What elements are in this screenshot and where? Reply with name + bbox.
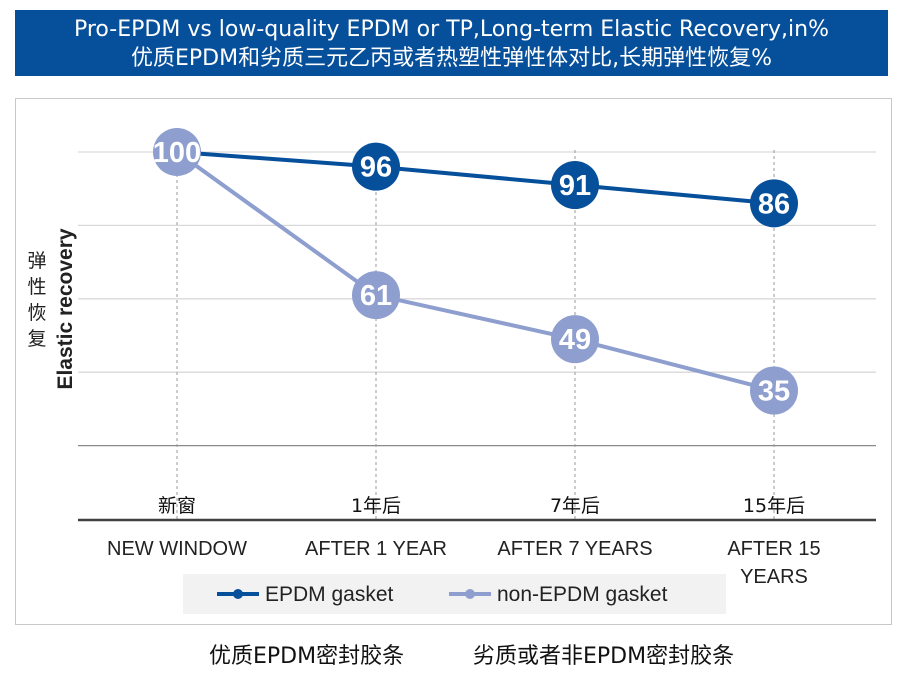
x-tick-label-cn: 新窗 xyxy=(158,495,196,517)
legend: EPDM gasket non-EPDM gasket xyxy=(183,574,726,614)
data-point-marker xyxy=(551,161,599,210)
bottom-caption: 优质EPDM密封胶条 劣质或者非EPDM密封胶条 xyxy=(0,638,899,669)
series-line xyxy=(176,150,775,206)
caption-pro-epdm: 优质EPDM密封胶条 xyxy=(209,644,405,669)
x-tick-label-line: AFTER 1 YEAR xyxy=(305,538,447,560)
series-layer xyxy=(153,128,798,415)
chart-title-banner: Pro-EPDM vs low-quality EPDM or TP,Long-… xyxy=(15,10,888,76)
x-tick-label-cn: 7年后 xyxy=(550,495,600,517)
data-label: 49 xyxy=(559,324,591,356)
x-tick-label: AFTER 15 YEARS xyxy=(727,538,820,588)
y-axis-label-cn-char: 复 xyxy=(27,328,46,350)
x-tick-label-line: NEW WINDOW xyxy=(107,538,247,560)
data-label: 96 xyxy=(360,152,392,184)
legend-label: non-EPDM gasket xyxy=(497,583,668,606)
data-point-marker xyxy=(551,315,599,364)
series-line xyxy=(175,150,775,393)
x-tick-label-line: AFTER 15 xyxy=(727,538,820,560)
x-tick-label-cn: 1年后 xyxy=(351,495,401,517)
x-tick-label: AFTER 7 YEARS xyxy=(497,538,652,560)
data-point-marker xyxy=(352,142,400,191)
data-point-marker xyxy=(352,271,400,320)
data-point-marker xyxy=(750,366,798,415)
data-label: 91 xyxy=(559,170,591,202)
data-point-marker xyxy=(153,128,201,176)
data-label: 100 xyxy=(153,137,201,169)
data-label: 35 xyxy=(758,376,790,408)
x-tick-label-cn: 15年后 xyxy=(743,495,805,517)
data-label: 61 xyxy=(360,280,392,312)
y-axis-label: Elastic recovery xyxy=(54,228,77,389)
legend-swatch-marker xyxy=(233,589,243,599)
legend-swatch-marker xyxy=(465,589,475,599)
label-layer: 100 61 49 35 96 91 86 xyxy=(153,137,790,408)
caption-non-epdm: 劣质或者非EPDM密封胶条 xyxy=(473,644,735,669)
legend-label: EPDM gasket xyxy=(265,583,394,606)
x-tick-label: NEW WINDOW xyxy=(107,538,247,560)
data-point-marker xyxy=(750,179,798,228)
x-tick-label-line: YEARS xyxy=(740,566,808,588)
x-tick-label: AFTER 1 YEAR xyxy=(305,538,447,560)
data-label: 86 xyxy=(758,188,790,220)
y-axis-label-cn-char: 性 xyxy=(27,276,46,298)
y-axis-label-cn-char: 弹 xyxy=(27,250,46,272)
gridlines xyxy=(78,151,876,447)
chart-title-english: Pro-EPDM vs low-quality EPDM or TP,Long-… xyxy=(73,17,829,42)
chart-title-chinese: 优质EPDM和劣质三元乙丙或者热塑性弹性体对比,长期弹性恢复% xyxy=(131,46,772,71)
x-tick-label-line: AFTER 7 YEARS xyxy=(497,538,652,560)
y-axis-label-cn-char: 恢 xyxy=(27,302,46,324)
chart-frame xyxy=(15,98,892,625)
